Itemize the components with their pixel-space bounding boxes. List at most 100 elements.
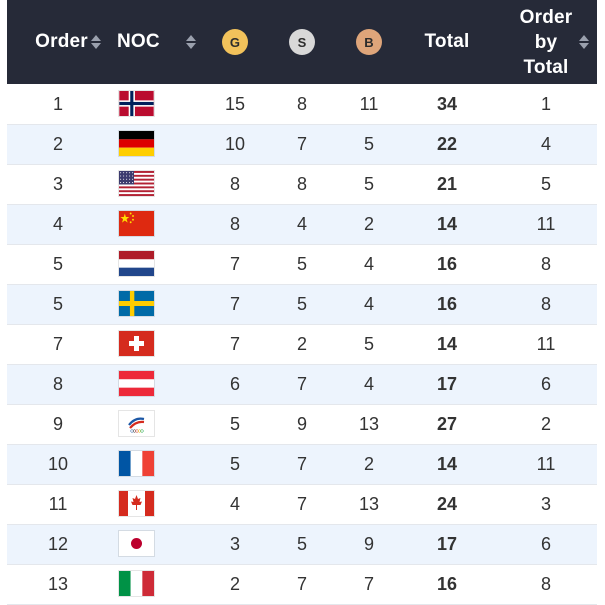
table-row[interactable]: 7 7 2 5 14 11 bbox=[7, 325, 597, 365]
order-cell: 2 bbox=[52, 134, 63, 154]
silver-count-cell: 8 bbox=[296, 94, 307, 114]
order-by-total-cell: 8 bbox=[540, 574, 551, 594]
total-cell: 34 bbox=[436, 94, 458, 114]
order-cell: 10 bbox=[47, 454, 69, 474]
silver-column-header[interactable]: S bbox=[277, 0, 327, 84]
order-cell: 13 bbox=[47, 574, 69, 594]
order-by-total-cell: 3 bbox=[540, 494, 551, 514]
bronze-count-cell: 5 bbox=[363, 174, 374, 194]
table-row[interactable]: 5 7 5 4 16 8 bbox=[7, 285, 597, 325]
order-by-total-cell: 2 bbox=[540, 414, 551, 434]
order-cell: 8 bbox=[52, 374, 63, 394]
order-by-total-label-line3: Total bbox=[523, 56, 569, 78]
total-cell: 14 bbox=[436, 454, 458, 474]
bronze-count-cell: 4 bbox=[363, 294, 374, 314]
table-row[interactable]: 12 3 5 9 17 6 bbox=[7, 525, 597, 565]
gold-count-cell: 7 bbox=[229, 254, 240, 274]
total-column-header[interactable]: Total bbox=[409, 0, 485, 84]
japan-flag bbox=[119, 531, 154, 556]
table-row[interactable]: 10 5 7 2 14 11 bbox=[7, 445, 597, 485]
italy-flag bbox=[119, 571, 154, 596]
order-by-total-cell: 8 bbox=[540, 294, 551, 314]
order-cell: 9 bbox=[52, 414, 63, 434]
silver-count-cell: 7 bbox=[296, 134, 307, 154]
order-by-total-cell: 5 bbox=[540, 174, 551, 194]
united-states-flag bbox=[119, 171, 154, 196]
silver-count-cell: 5 bbox=[296, 294, 307, 314]
total-cell: 17 bbox=[436, 534, 458, 554]
bronze-count-cell: 4 bbox=[363, 254, 374, 274]
austria-flag bbox=[119, 371, 154, 396]
sweden-flag bbox=[119, 291, 154, 316]
bronze-count-cell: 13 bbox=[358, 414, 380, 434]
silver-count-cell: 8 bbox=[296, 174, 307, 194]
table-row[interactable]: 1 15 8 11 34 1 bbox=[7, 85, 597, 125]
order-header-label: Order bbox=[35, 31, 88, 52]
table-row[interactable]: 13 2 7 7 16 8 bbox=[7, 565, 597, 605]
order-cell: 12 bbox=[47, 534, 69, 554]
sort-icon[interactable] bbox=[185, 35, 196, 49]
gold-count-cell: 8 bbox=[229, 174, 240, 194]
noc-column-header[interactable]: NOC bbox=[111, 0, 205, 84]
table-row[interactable]: 2 10 7 5 22 4 bbox=[7, 125, 597, 165]
total-cell: 24 bbox=[436, 494, 458, 514]
sort-icon[interactable] bbox=[579, 35, 589, 49]
order-by-total-cell: 4 bbox=[540, 134, 551, 154]
order-by-total-cell: 11 bbox=[536, 454, 556, 474]
order-cell: 7 bbox=[52, 334, 63, 354]
table-row[interactable]: 5 7 5 4 16 8 bbox=[7, 245, 597, 285]
order-by-total-cell: 8 bbox=[540, 254, 551, 274]
table-row[interactable]: 3 8 8 5 21 5 bbox=[7, 165, 597, 205]
total-cell: 16 bbox=[436, 294, 458, 314]
silver-count-cell: 7 bbox=[296, 574, 307, 594]
bronze-count-cell: 11 bbox=[359, 94, 379, 114]
order-cell: 5 bbox=[52, 254, 63, 274]
gold-column-header[interactable]: G bbox=[210, 0, 260, 84]
table-row[interactable]: 9 5 9 13 27 2 bbox=[7, 405, 597, 445]
china-flag bbox=[119, 211, 154, 236]
order-cell: 1 bbox=[52, 94, 63, 114]
order-cell: 5 bbox=[52, 294, 63, 314]
total-cell: 16 bbox=[436, 254, 458, 274]
total-cell: 14 bbox=[436, 334, 458, 354]
total-cell: 27 bbox=[436, 414, 458, 434]
order-column-header[interactable]: Order bbox=[27, 0, 109, 84]
order-by-total-cell: 6 bbox=[540, 374, 551, 394]
bronze-count-cell: 7 bbox=[363, 574, 374, 594]
order-by-total-cell: 6 bbox=[540, 534, 551, 554]
total-cell: 17 bbox=[436, 374, 458, 394]
table-row[interactable]: 4 8 4 2 14 11 bbox=[7, 205, 597, 245]
total-cell: 21 bbox=[436, 174, 458, 194]
silver-count-cell: 7 bbox=[296, 374, 307, 394]
table-row[interactable]: 11 4 7 13 24 3 bbox=[7, 485, 597, 525]
roc-flag bbox=[119, 411, 154, 436]
gold-count-cell: 7 bbox=[229, 294, 240, 314]
bronze-count-cell: 9 bbox=[363, 534, 374, 554]
table-header: Order NOC G S B Total Order by Total bbox=[7, 0, 597, 84]
germany-flag bbox=[119, 131, 154, 156]
silver-medal-icon: S bbox=[289, 29, 315, 55]
sort-icon[interactable] bbox=[90, 35, 101, 49]
gold-count-cell: 2 bbox=[229, 574, 240, 594]
order-by-total-cell: 11 bbox=[536, 214, 556, 234]
bronze-count-cell: 4 bbox=[363, 374, 374, 394]
order-by-total-cell: 11 bbox=[536, 334, 556, 354]
gold-count-cell: 8 bbox=[229, 214, 240, 234]
bronze-column-header[interactable]: B bbox=[344, 0, 394, 84]
gold-count-cell: 4 bbox=[229, 494, 240, 514]
table-row[interactable]: 8 6 7 4 17 6 bbox=[7, 365, 597, 405]
order-cell: 4 bbox=[52, 214, 63, 234]
gold-medal-icon: G bbox=[222, 29, 248, 55]
bronze-count-cell: 13 bbox=[358, 494, 380, 514]
total-header-label: Total bbox=[424, 31, 470, 52]
order-by-total-cell: 1 bbox=[540, 94, 551, 114]
order-by-total-column-header[interactable]: Order by Total bbox=[503, 0, 589, 84]
bronze-count-cell: 2 bbox=[363, 214, 374, 234]
gold-count-cell: 6 bbox=[229, 374, 240, 394]
silver-count-cell: 2 bbox=[296, 334, 307, 354]
silver-count-cell: 5 bbox=[296, 254, 307, 274]
silver-count-cell: 9 bbox=[296, 414, 307, 434]
bronze-count-cell: 2 bbox=[363, 454, 374, 474]
total-cell: 16 bbox=[436, 574, 458, 594]
switzerland-flag bbox=[119, 331, 154, 356]
